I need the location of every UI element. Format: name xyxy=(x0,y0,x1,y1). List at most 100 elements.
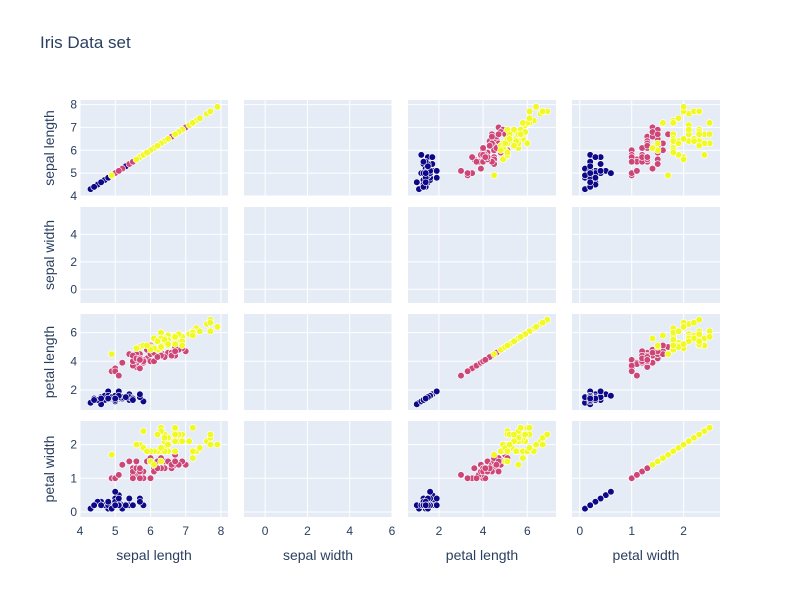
data-point xyxy=(422,501,430,509)
y-tick-label: 1 xyxy=(70,471,77,485)
data-point xyxy=(189,454,197,462)
data-point xyxy=(586,169,594,177)
data-point xyxy=(111,394,119,403)
data-point xyxy=(539,319,547,327)
data-point xyxy=(108,350,116,358)
subplot-petal-width-vs-sepal-length xyxy=(79,421,228,517)
data-point xyxy=(501,139,509,147)
data-point xyxy=(495,467,503,476)
data-point xyxy=(189,447,197,455)
subplot-sepal-length-vs-sepal-length xyxy=(79,100,228,197)
data-point xyxy=(679,340,688,348)
data-point xyxy=(643,464,651,472)
data-point xyxy=(705,333,714,341)
data-point xyxy=(426,488,434,496)
x-tick-label: 4 xyxy=(77,524,84,538)
data-point xyxy=(591,498,600,506)
data-point xyxy=(464,169,472,177)
data-point xyxy=(525,107,534,115)
data-point xyxy=(157,444,165,452)
data-point xyxy=(674,327,683,335)
data-point xyxy=(196,327,204,335)
data-point xyxy=(118,359,126,367)
data-point xyxy=(111,501,119,509)
data-point xyxy=(472,158,481,166)
data-point xyxy=(669,447,677,455)
data-point xyxy=(695,316,703,324)
data-point xyxy=(428,153,436,161)
data-point xyxy=(433,501,441,509)
data-point xyxy=(433,494,441,503)
data-point xyxy=(659,454,667,462)
data-point xyxy=(146,474,155,482)
data-point xyxy=(111,488,119,496)
data-point xyxy=(178,437,186,445)
data-point xyxy=(517,424,525,432)
data-point xyxy=(433,387,441,396)
data-point xyxy=(136,464,144,472)
y-tick-label: 8 xyxy=(70,98,77,112)
data-point xyxy=(643,153,651,161)
data-point xyxy=(422,169,430,177)
x-tick-label: 2 xyxy=(304,524,311,538)
data-point xyxy=(705,130,714,138)
data-point xyxy=(685,437,693,445)
data-point xyxy=(417,151,425,159)
data-point xyxy=(189,331,197,340)
data-point xyxy=(108,451,116,459)
data-point xyxy=(122,501,130,509)
data-point xyxy=(189,119,197,127)
data-point xyxy=(171,333,179,341)
data-point xyxy=(490,171,498,179)
y-axis-title: petal length xyxy=(41,326,57,398)
subplot-petal-length-vs-sepal-length xyxy=(79,314,228,410)
data-point xyxy=(679,103,688,111)
y-tick-label: 0 xyxy=(70,282,77,296)
data-point xyxy=(470,464,478,472)
data-point xyxy=(532,441,540,449)
data-point xyxy=(157,457,165,466)
y-tick-label: 2 xyxy=(70,383,77,397)
x-tick-label: 1 xyxy=(628,524,635,538)
data-point xyxy=(424,162,432,170)
data-point xyxy=(591,174,600,182)
subplot-petal-width-vs-sepal-width xyxy=(244,421,393,517)
data-point xyxy=(695,330,703,338)
data-point xyxy=(97,178,105,186)
data-point xyxy=(457,167,465,175)
data-point xyxy=(690,137,698,145)
y-tick-label: 0 xyxy=(70,505,77,519)
x-axis-title: petal width xyxy=(613,547,680,563)
data-point xyxy=(543,430,551,439)
data-point xyxy=(118,461,126,469)
data-point xyxy=(700,151,709,159)
data-point xyxy=(171,340,179,348)
data-point xyxy=(206,441,214,449)
data-point xyxy=(525,424,534,432)
data-point xyxy=(633,372,641,380)
subplot-petal-length-vs-petal-width xyxy=(572,314,720,410)
y-axis-title: sepal length xyxy=(41,110,57,186)
data-point xyxy=(97,394,105,403)
data-point xyxy=(196,444,204,452)
data-point xyxy=(129,474,137,482)
data-point xyxy=(654,139,662,147)
data-point xyxy=(115,372,123,380)
data-point xyxy=(517,333,525,341)
data-point xyxy=(503,341,512,350)
subplot-sepal-width-vs-petal-length xyxy=(408,207,556,303)
y-tick-label: 7 xyxy=(70,120,77,134)
data-point xyxy=(654,160,662,168)
data-point xyxy=(97,501,105,509)
x-axis-title: petal length xyxy=(446,547,518,563)
data-point xyxy=(132,155,140,163)
data-point xyxy=(503,457,512,466)
data-point xyxy=(171,130,179,138)
data-point xyxy=(521,430,529,439)
data-point xyxy=(532,323,540,331)
y-tick-label: 4 xyxy=(70,354,77,368)
data-point xyxy=(171,430,179,439)
data-point xyxy=(108,171,116,179)
data-point xyxy=(643,356,651,364)
